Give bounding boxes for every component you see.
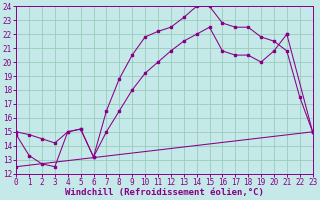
X-axis label: Windchill (Refroidissement éolien,°C): Windchill (Refroidissement éolien,°C) [65, 188, 264, 197]
